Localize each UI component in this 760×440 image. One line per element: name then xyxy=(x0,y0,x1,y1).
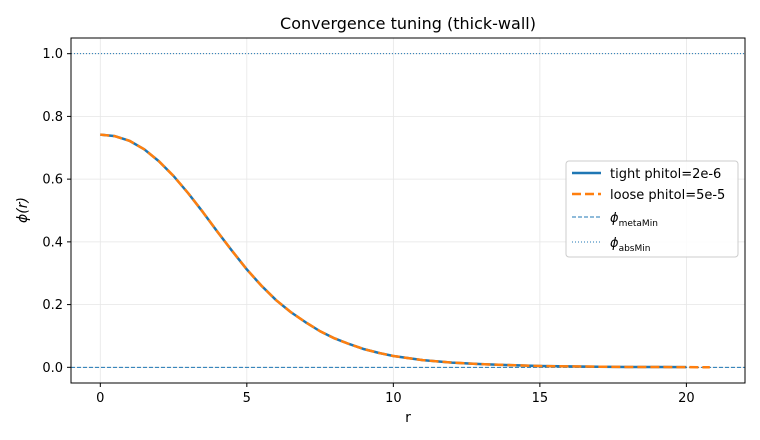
y-tick-label: 1.0 xyxy=(42,47,63,62)
y-tick-label: 0.8 xyxy=(42,110,63,125)
y-tick-label: 0.0 xyxy=(42,361,63,376)
y-tick-label: 0.4 xyxy=(42,235,63,250)
x-tick-label: 5 xyxy=(243,391,251,406)
legend-label-tight: tight phitol=2e-6 xyxy=(610,167,721,182)
axes-frame xyxy=(70,37,746,384)
x-tick-label: 15 xyxy=(532,391,549,406)
legend-label-loose: loose phitol=5e-5 xyxy=(610,188,725,203)
legend: tight phitol=2e-6 loose phitol=5e-5 ϕmet… xyxy=(565,160,739,258)
y-axis-label: ϕ(r) xyxy=(15,197,31,223)
x-tick-label: 20 xyxy=(678,391,695,406)
legend-label-metamin: ϕmetaMin xyxy=(610,211,658,229)
legend-label-absmin-sub: absMin xyxy=(619,244,651,254)
x-axis-ticks: 0 5 10 15 20 xyxy=(96,383,695,406)
x-tick-label: 10 xyxy=(385,391,402,406)
chart-title: Convergence tuning (thick-wall) xyxy=(280,14,536,33)
y-tick-label: 0.2 xyxy=(42,298,63,313)
x-tick-label: 0 xyxy=(96,391,104,406)
series-line-loose xyxy=(100,133,710,369)
x-axis-label: r xyxy=(405,410,411,426)
legend-label-metamin-sub: metaMin xyxy=(619,219,658,229)
legend-label-absmin: ϕabsMin xyxy=(610,236,650,254)
legend-box xyxy=(565,160,739,258)
data-marks xyxy=(71,53,745,369)
y-tick-label: 0.6 xyxy=(42,173,63,188)
y-axis-ticks: 0.0 0.2 0.4 0.6 0.8 1.0 xyxy=(42,47,71,376)
